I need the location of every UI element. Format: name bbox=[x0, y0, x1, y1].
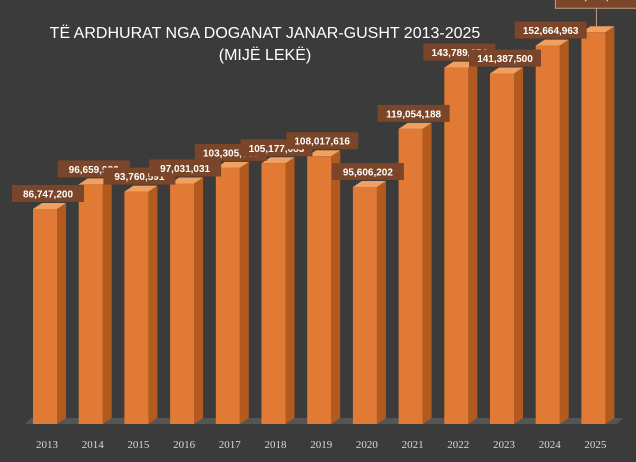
bar-front bbox=[490, 73, 514, 424]
bar-top bbox=[124, 185, 158, 192]
bar-2025 bbox=[581, 26, 615, 424]
bar-side bbox=[422, 122, 432, 424]
bar-top bbox=[261, 157, 295, 164]
bar-top bbox=[215, 161, 249, 168]
data-label-text: 93,760,591 bbox=[114, 172, 164, 183]
x-tick-label: 2013 bbox=[36, 439, 59, 451]
bar-front bbox=[581, 32, 606, 424]
data-label-text: 103,305,883 bbox=[203, 148, 259, 159]
data-label: 119,054,188 bbox=[377, 104, 450, 122]
bar-side bbox=[102, 178, 112, 424]
bar-side bbox=[468, 61, 478, 425]
bar-front bbox=[535, 45, 560, 425]
x-tick-label: 2017 bbox=[219, 439, 242, 451]
data-label: 95,606,202 bbox=[331, 163, 404, 181]
data-label-box bbox=[331, 163, 404, 181]
chart-subtitle: (MIJË LEKË) bbox=[219, 46, 311, 64]
x-tick-label: 2016 bbox=[173, 439, 196, 451]
bar-top bbox=[33, 202, 66, 209]
bar-2016 bbox=[170, 177, 204, 424]
x-tick-label: 2020 bbox=[356, 439, 379, 451]
bar-front bbox=[78, 184, 103, 424]
data-label-box bbox=[149, 159, 222, 177]
data-label-text: 152,664,963 bbox=[523, 26, 579, 37]
x-tick-label: 2023 bbox=[493, 439, 516, 451]
bar-top bbox=[535, 39, 569, 46]
data-label-text: 97,031,031 bbox=[160, 164, 210, 175]
bar-front bbox=[307, 156, 332, 424]
bar-front bbox=[261, 163, 286, 424]
bar-side bbox=[57, 202, 66, 424]
bar-front bbox=[444, 67, 469, 425]
bar-2015 bbox=[124, 185, 158, 424]
data-label-text: 96,659,922 bbox=[69, 165, 119, 176]
bar-side bbox=[376, 181, 386, 424]
x-tick-label: 2015 bbox=[127, 439, 150, 451]
data-label: 86,747,200 bbox=[12, 184, 84, 202]
bar-side bbox=[239, 161, 249, 424]
data-label-box bbox=[469, 49, 541, 67]
data-label-text: 105,177,083 bbox=[249, 144, 305, 155]
bar-2022 bbox=[444, 61, 478, 425]
data-label-box bbox=[12, 184, 84, 202]
bar-2019 bbox=[307, 150, 341, 424]
data-label: 152,664,963 bbox=[514, 21, 587, 39]
bar-2013 bbox=[33, 202, 66, 424]
data-label: 108,017,616 bbox=[286, 132, 359, 150]
data-label-text: 143,789,254 bbox=[431, 48, 487, 59]
bar-front bbox=[33, 208, 57, 424]
bar-side bbox=[331, 150, 341, 424]
bar-top bbox=[307, 150, 341, 157]
x-tick-label: 2014 bbox=[82, 439, 105, 451]
data-label-text: 158,041,989 bbox=[566, 0, 627, 2]
data-label-box bbox=[514, 21, 587, 39]
bar-2020 bbox=[352, 181, 386, 424]
bar-side bbox=[605, 26, 615, 424]
bar-2023 bbox=[490, 67, 523, 424]
bar-2017 bbox=[215, 161, 249, 424]
bar-side bbox=[148, 185, 158, 424]
x-tick-label: 2022 bbox=[447, 439, 469, 451]
data-label: 97,031,031 bbox=[149, 159, 222, 177]
bar-top bbox=[581, 26, 615, 33]
data-label-text: 119,054,188 bbox=[386, 109, 441, 120]
bar-front bbox=[215, 167, 240, 424]
data-label: 158,041,989 bbox=[554, 0, 636, 27]
bar-2021 bbox=[398, 122, 432, 424]
bar-2014 bbox=[78, 178, 112, 424]
data-label: 141,387,500 bbox=[469, 49, 541, 67]
x-tick-label: 2021 bbox=[402, 439, 424, 451]
data-label-text: 86,747,200 bbox=[23, 189, 73, 200]
data-label-box bbox=[377, 104, 450, 122]
bar-top bbox=[398, 122, 432, 129]
data-label-text: 108,017,616 bbox=[294, 137, 350, 148]
bar-2024 bbox=[535, 39, 569, 425]
data-label-box bbox=[286, 132, 359, 150]
x-tick-label: 2019 bbox=[310, 439, 333, 451]
x-tick-label: 2025 bbox=[584, 439, 607, 451]
data-label-box bbox=[554, 0, 636, 9]
bar-front bbox=[352, 187, 377, 424]
bar-top bbox=[352, 181, 386, 188]
bar-front bbox=[170, 183, 195, 424]
bar-top bbox=[170, 177, 204, 184]
chart-title: TË ARDHURAT NGA DOGANAT JANAR-GUSHT 2013… bbox=[50, 24, 481, 42]
x-tick-label: 2018 bbox=[265, 439, 288, 451]
bar-front bbox=[124, 191, 149, 424]
bar-2018 bbox=[261, 157, 295, 424]
bar-side bbox=[514, 67, 523, 424]
data-label-text: 141,387,500 bbox=[477, 54, 533, 65]
bar-side bbox=[285, 157, 295, 424]
data-label-text: 95,606,202 bbox=[343, 168, 393, 179]
bar-side bbox=[559, 39, 569, 425]
x-tick-label: 2024 bbox=[539, 439, 562, 451]
bar-side bbox=[194, 177, 204, 424]
bar-top bbox=[490, 67, 523, 74]
